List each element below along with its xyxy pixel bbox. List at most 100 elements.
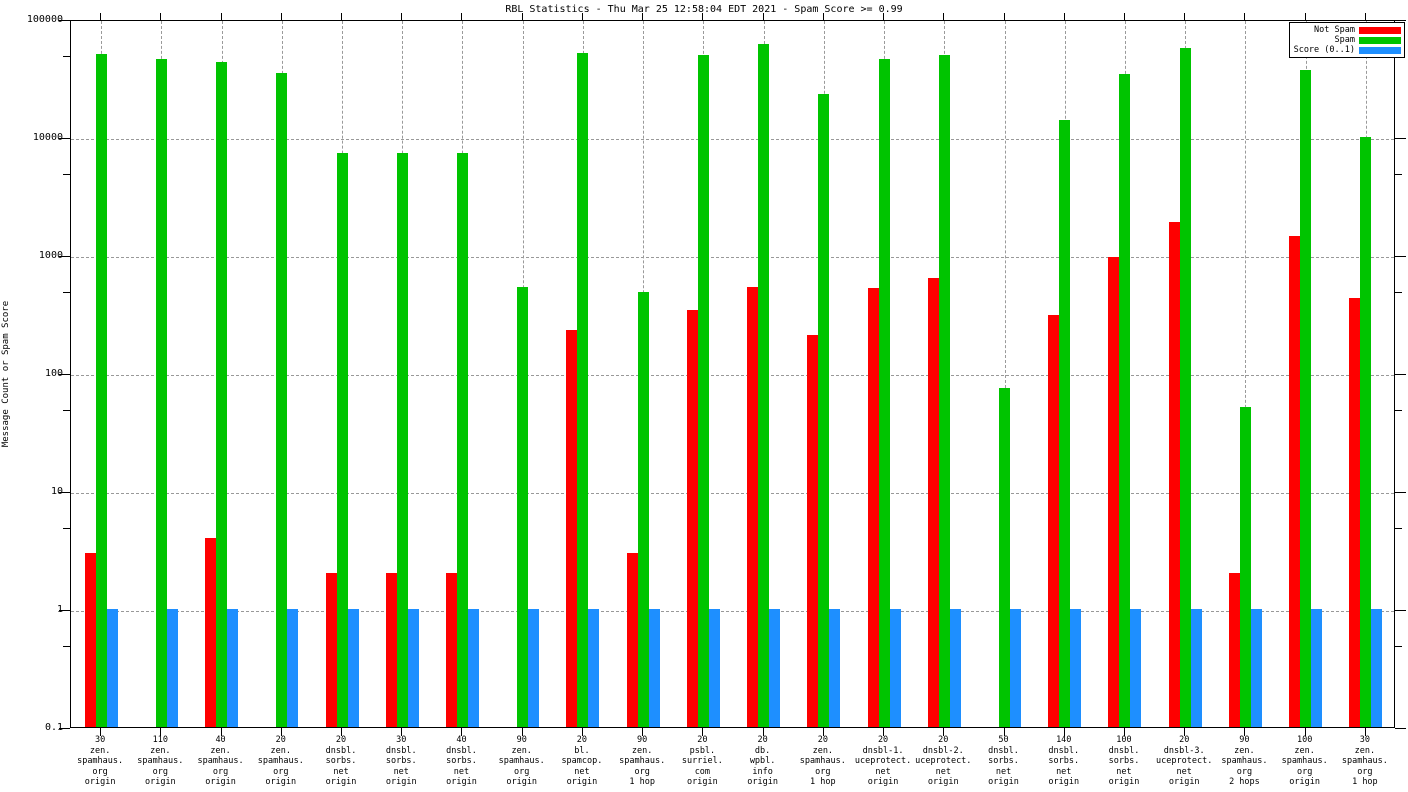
x-axis-tick-top (100, 13, 102, 21)
x-axis-tick-top (1123, 13, 1125, 21)
bar-spam (216, 62, 228, 727)
bar-not-spam (626, 552, 638, 727)
y-axis-tick (59, 20, 70, 21)
bar-not-spam (325, 573, 337, 727)
y-axis-tick-label: 100000 (26, 14, 63, 25)
bar-spam (999, 388, 1011, 727)
x-axis-tick-top (883, 13, 885, 21)
bar-score-0-1 (287, 609, 299, 727)
x-axis-tick-top (702, 13, 704, 21)
bar-spam (697, 54, 709, 727)
bar-score-0-1 (1250, 609, 1262, 727)
bar-spam (637, 291, 649, 727)
x-axis-tick-top (581, 13, 583, 21)
bar-not-spam (1349, 298, 1361, 727)
bar-score-0-1 (889, 609, 901, 727)
y-axis-minor-tick (63, 527, 70, 529)
bar-not-spam (867, 287, 879, 727)
bar-spam (1179, 47, 1191, 727)
y-axis-minor-tick-right (1395, 645, 1402, 647)
bar-spam (878, 58, 890, 727)
bar-spam (818, 94, 830, 727)
bar-spam (758, 43, 770, 727)
x-axis-category-label: 20 zen. spamhaus. org origin (257, 735, 304, 788)
x-axis-category-label: 20 dnsbl-3. uceprotect. net origin (1156, 735, 1213, 788)
bar-spam (1059, 119, 1071, 727)
bar-score-0-1 (769, 609, 781, 727)
y-axis-tick (59, 728, 70, 729)
y-axis-tick-right (1395, 492, 1406, 493)
x-axis-tick-top (160, 13, 162, 21)
vertical-gridline (1245, 21, 1247, 727)
x-axis-tick (702, 728, 704, 736)
x-axis-tick (1003, 728, 1005, 736)
x-axis-tick-top (762, 13, 764, 21)
y-axis-minor-tick (63, 291, 70, 293)
bar-not-spam (385, 573, 397, 727)
x-axis-tick-top (280, 13, 282, 21)
legend-label: Score (0..1) (1293, 45, 1355, 55)
bar-score-0-1 (166, 609, 178, 727)
x-axis-tick-top (461, 13, 463, 21)
y-axis-minor-tick (63, 55, 70, 57)
x-axis-tick (1184, 728, 1186, 736)
legend-label: Not Spam (1314, 25, 1355, 35)
x-axis-tick (943, 728, 945, 736)
x-axis-tick (1364, 728, 1366, 736)
bar-score-0-1 (1311, 609, 1323, 727)
bar-not-spam (566, 330, 578, 727)
bar-score-0-1 (227, 609, 239, 727)
bar-not-spam (807, 334, 819, 727)
x-axis-tick (581, 728, 583, 736)
x-axis-tick (1304, 728, 1306, 736)
x-axis-category-label: 30 dnsbl. sorbs. net origin (385, 735, 417, 788)
y-axis-tick-label: 10000 (32, 132, 63, 143)
y-axis-tick (59, 610, 70, 611)
x-axis-tick-top (401, 13, 403, 21)
x-axis-category-label: 50 dnsbl. sorbs. net origin (988, 735, 1019, 788)
x-axis-tick-top (1003, 13, 1005, 21)
x-axis-tick-top (943, 13, 945, 21)
x-axis-tick (822, 728, 824, 736)
bar-spam (276, 72, 288, 727)
x-axis-tick (100, 728, 102, 736)
bar-score-0-1 (708, 609, 720, 727)
x-axis-tick (1244, 728, 1246, 736)
y-axis-minor-tick (63, 173, 70, 175)
bar-score-0-1 (528, 609, 540, 727)
y-axis-tick-label: 100 (44, 368, 63, 379)
y-axis-tick-label: 10 (50, 486, 63, 497)
x-axis-tick-top (1304, 13, 1306, 21)
x-axis-tick-top (1244, 13, 1246, 21)
bar-spam (577, 52, 589, 727)
y-axis-tick-right (1395, 20, 1406, 21)
bar-score-0-1 (1130, 609, 1142, 727)
x-axis-tick (280, 728, 282, 736)
legend: Not Spam Spam Score (0..1) (1288, 22, 1405, 58)
bar-score-0-1 (106, 609, 118, 727)
bar-not-spam (1289, 235, 1301, 727)
plot-area (70, 20, 1395, 728)
x-axis-category-label: 100 dnsbl. sorbs. net origin (1108, 735, 1140, 788)
bar-not-spam (1048, 315, 1060, 727)
bar-score-0-1 (829, 609, 841, 727)
x-axis-category-label: 20 dnsbl-1. uceprotect. net origin (854, 735, 912, 788)
legend-label: Spam (1334, 35, 1355, 45)
x-axis-category-label: 90 zen. spamhaus. org origin (498, 735, 545, 788)
x-axis-category-label: 20 dnsbl-2. uceprotect. net origin (915, 735, 972, 788)
gridline (71, 257, 1394, 258)
bar-score-0-1 (1070, 609, 1082, 727)
bar-score-0-1 (1190, 609, 1202, 727)
gridline (71, 139, 1394, 140)
bar-not-spam (927, 277, 939, 727)
x-axis-category-label: 20 dnsbl. sorbs. net origin (325, 735, 357, 788)
x-axis-category-label: 40 zen. spamhaus. org origin (197, 735, 244, 788)
y-axis-tick (59, 492, 70, 493)
x-axis-category-label: 110 zen. spamhaus. org origin (137, 735, 184, 788)
x-axis-tick (521, 728, 523, 736)
y-axis-tick (59, 256, 70, 257)
y-axis-minor-tick (63, 645, 70, 647)
y-axis-tick-right (1395, 728, 1406, 729)
x-axis-tick (642, 728, 644, 736)
y-axis-title: Message Count or Spam Score (1, 300, 11, 448)
